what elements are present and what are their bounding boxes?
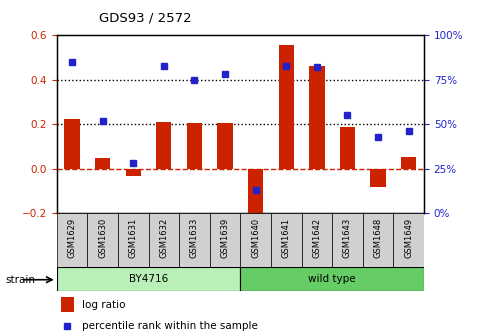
- Text: BY4716: BY4716: [129, 274, 168, 284]
- Text: GSM1630: GSM1630: [98, 218, 107, 258]
- Text: GDS93 / 2572: GDS93 / 2572: [99, 12, 191, 25]
- Bar: [279, 45, 294, 169]
- Bar: [241, 267, 424, 291]
- Text: GSM1640: GSM1640: [251, 218, 260, 258]
- Text: GSM1639: GSM1639: [220, 218, 230, 258]
- Bar: [87, 213, 118, 267]
- Bar: [61, 297, 74, 312]
- Text: percentile rank within the sample: percentile rank within the sample: [82, 322, 257, 331]
- Bar: [65, 119, 80, 169]
- Bar: [126, 169, 141, 175]
- Text: GSM1642: GSM1642: [313, 218, 321, 258]
- Bar: [401, 157, 416, 169]
- Bar: [271, 213, 302, 267]
- Bar: [332, 213, 363, 267]
- Bar: [363, 213, 393, 267]
- Bar: [118, 213, 148, 267]
- Text: GSM1629: GSM1629: [68, 218, 76, 258]
- Text: strain: strain: [5, 275, 35, 285]
- Bar: [148, 213, 179, 267]
- Text: GSM1649: GSM1649: [404, 218, 413, 258]
- Bar: [393, 213, 424, 267]
- Bar: [302, 213, 332, 267]
- Bar: [210, 213, 240, 267]
- Text: GSM1633: GSM1633: [190, 218, 199, 258]
- Bar: [57, 213, 87, 267]
- Bar: [217, 123, 233, 169]
- Text: GSM1641: GSM1641: [282, 218, 291, 258]
- Text: log ratio: log ratio: [82, 300, 125, 309]
- Bar: [95, 158, 110, 169]
- Bar: [309, 67, 324, 169]
- Bar: [156, 122, 172, 169]
- Bar: [187, 123, 202, 169]
- Text: GSM1631: GSM1631: [129, 218, 138, 258]
- Bar: [340, 127, 355, 169]
- Bar: [248, 169, 263, 223]
- Bar: [179, 213, 210, 267]
- Bar: [57, 267, 241, 291]
- Bar: [370, 169, 386, 186]
- Text: wild type: wild type: [308, 274, 356, 284]
- Text: GSM1632: GSM1632: [159, 218, 168, 258]
- Bar: [241, 213, 271, 267]
- Text: GSM1643: GSM1643: [343, 218, 352, 258]
- Text: GSM1648: GSM1648: [374, 218, 383, 258]
